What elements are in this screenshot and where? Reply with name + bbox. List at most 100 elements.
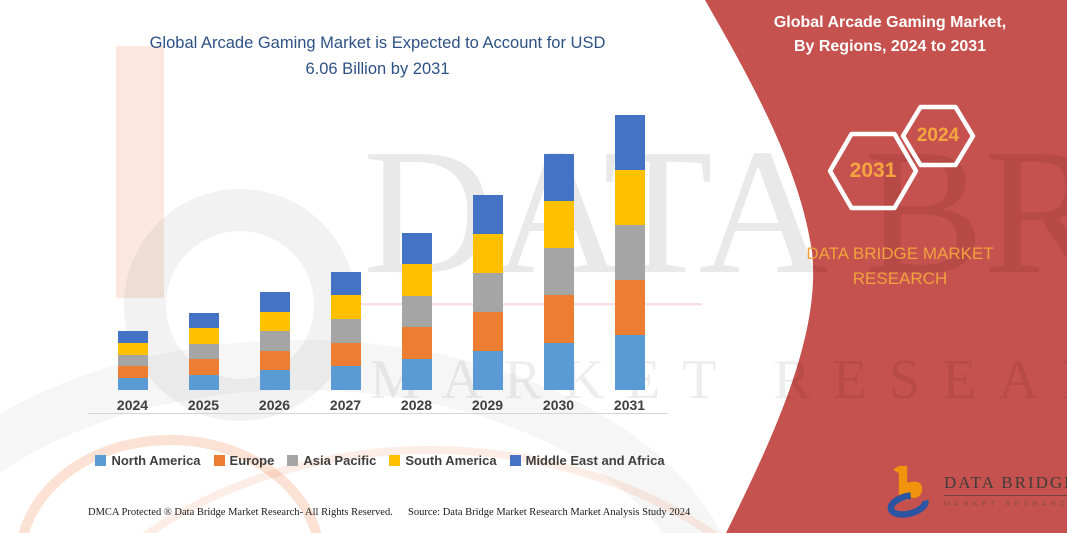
legend-swatch-middle-east-and-africa bbox=[509, 455, 521, 466]
legend: North America Europe Asia Pacific South Ame… bbox=[90, 453, 670, 468]
x-axis-label-2026: 2026 bbox=[258, 397, 291, 413]
watermark-gray-swoosh bbox=[0, 340, 722, 533]
legend-swatch-south-america bbox=[389, 455, 401, 466]
bar-column-2030: 2030 bbox=[523, 118, 594, 413]
watermark-orange-arc bbox=[141, 446, 719, 533]
legend-swatch-north-america bbox=[95, 455, 107, 466]
bar-segment-middle-east-and-africa-2027 bbox=[330, 271, 361, 296]
bar-segment-north-america-2027 bbox=[330, 366, 361, 390]
banner-heading: Global Arcade Gaming Market, By Regions,… bbox=[745, 11, 1035, 59]
bar-segment-asia-pacific-2024 bbox=[117, 354, 148, 367]
legend-label-south-america: South America bbox=[405, 453, 497, 468]
x-axis-line bbox=[88, 413, 668, 414]
bar-segment-north-america-2030 bbox=[543, 342, 574, 390]
x-axis-label-2030: 2030 bbox=[542, 397, 575, 413]
x-axis-label-2029: 2029 bbox=[471, 397, 504, 413]
legend-label-asia-pacific: Asia Pacific bbox=[303, 453, 377, 468]
bar-segment-south-america-2031 bbox=[614, 169, 645, 225]
watermark-orange-ring bbox=[18, 435, 322, 533]
watermark-logo-strip bbox=[116, 46, 164, 298]
bar-stack-2024 bbox=[117, 331, 148, 390]
badge-2031-label: 2031 bbox=[849, 159, 897, 182]
bar-segment-asia-pacific-2027 bbox=[330, 318, 361, 343]
logo-b-foot-icon bbox=[893, 465, 899, 474]
watermark-pink-line bbox=[352, 303, 702, 306]
bar-stack-2030 bbox=[543, 153, 574, 390]
bar-segment-asia-pacific-2026 bbox=[259, 331, 290, 351]
bar-segment-middle-east-and-africa-2028 bbox=[401, 233, 432, 265]
footer-dmca-text: DMCA Protected ® Data Bridge Market Rese… bbox=[88, 507, 393, 518]
legend-item-north-america: North America bbox=[95, 453, 201, 468]
logo-name: DATA BRIDGE bbox=[944, 473, 1067, 496]
bar-column-2024: 2024 bbox=[97, 118, 168, 413]
banner-heading-line1: Global Arcade Gaming Market, bbox=[773, 14, 1007, 31]
bar-segment-middle-east-and-africa-2024 bbox=[117, 331, 148, 343]
bar-segment-europe-2031 bbox=[614, 279, 645, 335]
logo-text: DATA BRIDGE MARKET RESEARCH bbox=[944, 473, 1067, 508]
bar-segment-europe-2026 bbox=[259, 350, 290, 371]
bar-column-2026: 2026 bbox=[239, 118, 310, 413]
x-axis-label-2031: 2031 bbox=[613, 397, 646, 413]
bar-segment-asia-pacific-2025 bbox=[188, 343, 219, 359]
banner-brand-line2: RESEARCH bbox=[852, 269, 948, 288]
logo-subtitle: MARKET RESEARCH bbox=[944, 498, 1067, 508]
bar-segment-north-america-2026 bbox=[259, 370, 290, 390]
bar-segment-south-america-2029 bbox=[472, 233, 503, 273]
bar-segment-asia-pacific-2028 bbox=[401, 295, 432, 328]
legend-label-north-america: North America bbox=[111, 453, 201, 468]
bar-column-2027: 2027 bbox=[310, 118, 381, 413]
bar-column-2031: 2031 bbox=[594, 114, 665, 413]
legend-label-middle-east-and-africa: Middle East and Africa bbox=[525, 453, 665, 468]
bar-segment-europe-2029 bbox=[472, 311, 503, 351]
dbmr-logo-mark-icon bbox=[887, 465, 929, 518]
legend-swatch-europe bbox=[213, 455, 225, 466]
bar-column-2028: 2028 bbox=[381, 118, 452, 413]
bar-stack-2028 bbox=[401, 233, 432, 390]
chart-title-line2: 6.06 Billion by 2031 bbox=[305, 60, 450, 78]
x-axis-label-2028: 2028 bbox=[400, 397, 433, 413]
bar-segment-middle-east-and-africa-2029 bbox=[472, 194, 503, 234]
chart-title: Global Arcade Gaming Market is Expected … bbox=[105, 30, 650, 82]
bar-segment-europe-2028 bbox=[401, 327, 432, 359]
banner-brand-text: DATA BRIDGE MARKET RESEARCH bbox=[790, 241, 1010, 291]
legend-swatch-asia-pacific bbox=[287, 455, 299, 466]
x-axis-label-2025: 2025 bbox=[187, 397, 220, 413]
bar-column-2025: 2025 bbox=[168, 118, 239, 413]
bar-segment-europe-2027 bbox=[330, 342, 361, 367]
bar-segment-europe-2024 bbox=[117, 366, 148, 379]
bar-segment-middle-east-and-africa-2025 bbox=[188, 312, 219, 328]
legend-label-europe: Europe bbox=[229, 453, 275, 468]
legend-item-europe: Europe bbox=[213, 453, 275, 468]
bar-segment-asia-pacific-2031 bbox=[614, 224, 645, 280]
bar-segment-south-america-2030 bbox=[543, 200, 574, 249]
bar-stack-2027 bbox=[330, 271, 361, 390]
bar-segment-middle-east-and-africa-2030 bbox=[543, 153, 574, 201]
bar-segment-asia-pacific-2029 bbox=[472, 272, 503, 312]
bar-segment-middle-east-and-africa-2026 bbox=[259, 292, 290, 312]
badge-2024-label: 2024 bbox=[916, 125, 960, 146]
legend-item-middle-east-and-africa: Middle East and Africa bbox=[509, 453, 665, 468]
bar-segment-europe-2030 bbox=[543, 295, 574, 343]
dbmr-logo: DATA BRIDGE MARKET RESEARCH bbox=[884, 462, 1067, 518]
bar-segment-north-america-2029 bbox=[472, 350, 503, 390]
x-axis-label-2024: 2024 bbox=[116, 397, 149, 413]
banner-heading-line2: By Regions, 2024 to 2031 bbox=[793, 38, 987, 55]
banner-brand-line1: DATA BRIDGE MARKET bbox=[806, 244, 994, 263]
bar-segment-south-america-2025 bbox=[188, 328, 219, 344]
bar-segment-south-america-2024 bbox=[117, 342, 148, 355]
bar-segment-north-america-2028 bbox=[401, 358, 432, 390]
bar-stack-2025 bbox=[188, 312, 219, 390]
bar-segment-north-america-2031 bbox=[614, 334, 645, 390]
plot-area: 2024 2025 2026 2027 2028 2029 2030 2031 bbox=[97, 114, 665, 443]
bar-stack-2029 bbox=[472, 194, 503, 390]
bar-segment-south-america-2028 bbox=[401, 264, 432, 296]
chart-title-line1: Global Arcade Gaming Market is Expected … bbox=[149, 34, 606, 52]
x-axis-label-2027: 2027 bbox=[329, 397, 362, 413]
red-band-shape bbox=[705, 0, 1067, 533]
bar-segment-north-america-2025 bbox=[188, 374, 219, 390]
bars-row: 2024 2025 2026 2027 2028 2029 2030 2031 bbox=[97, 114, 665, 413]
bar-segment-north-america-2024 bbox=[117, 378, 148, 390]
logo-b-icon bbox=[898, 465, 923, 501]
